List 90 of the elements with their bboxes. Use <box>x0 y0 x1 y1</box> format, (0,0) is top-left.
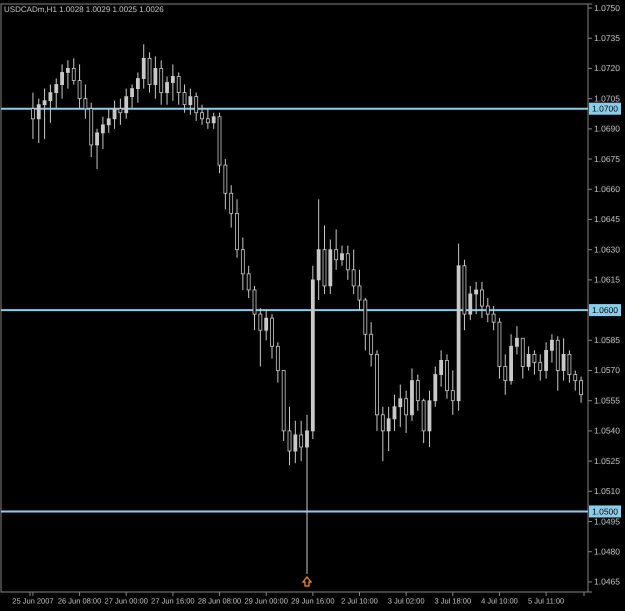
candlestick <box>416 374 420 412</box>
candlestick <box>95 128 99 170</box>
candlestick <box>36 98 41 144</box>
y-tick-label: 1.0720 <box>594 63 620 74</box>
y-tick-label: 1.0495 <box>594 516 620 526</box>
candlestick <box>515 326 519 355</box>
ref-line-label: 1.0700 <box>592 104 618 114</box>
candlestick <box>538 354 542 382</box>
candlestick <box>176 72 181 106</box>
y-tick-label: 1.0555 <box>594 395 620 406</box>
candlestick <box>182 84 186 114</box>
candlestick <box>78 64 82 110</box>
candlestick <box>106 108 111 134</box>
candlestick <box>404 390 408 434</box>
chart-title: USDCADm,H1 1.0028 1.0029 1.0025 1.0026 <box>4 5 164 14</box>
candlestick <box>258 308 262 367</box>
candlestick <box>450 370 455 416</box>
candlestick <box>468 285 472 321</box>
candlestick <box>305 414 309 574</box>
ref-line-label: 1.0500 <box>592 506 618 516</box>
candlestick <box>212 112 216 130</box>
candlestick <box>532 350 536 376</box>
candlestick <box>526 346 530 371</box>
candlestick <box>352 249 356 294</box>
candlestick <box>293 420 298 464</box>
y-tick-label: 1.0540 <box>594 426 620 436</box>
candlestick <box>130 84 134 110</box>
y-tick-label: 1.0645 <box>594 214 620 224</box>
candlestick <box>153 56 158 100</box>
candlestick <box>369 322 374 367</box>
ref-line-label: 1.0600 <box>592 305 618 316</box>
candlestick <box>334 229 338 270</box>
candlestick <box>229 184 234 228</box>
candlestick <box>568 350 572 384</box>
y-tick-label: 1.0630 <box>594 244 620 254</box>
candlestick <box>60 64 64 100</box>
y-tick-label: 1.0750 <box>594 2 620 13</box>
candlestick <box>264 310 268 341</box>
candlestick <box>346 245 350 280</box>
candlestick <box>380 406 385 462</box>
candlestick <box>398 384 402 428</box>
candlestick <box>486 298 490 323</box>
candlestick <box>386 406 391 452</box>
candlestick <box>550 334 554 363</box>
candlestick <box>200 104 204 126</box>
y-tick-label: 1.0705 <box>594 93 620 104</box>
candlestick <box>188 88 192 116</box>
candlestick <box>503 354 508 396</box>
candlestick <box>42 88 46 140</box>
candlestick <box>299 420 304 462</box>
candlestick <box>72 58 76 86</box>
candlestick <box>562 338 566 382</box>
candlestick <box>206 108 210 130</box>
y-tick-label: 1.0660 <box>594 184 620 194</box>
candlestick <box>118 98 122 126</box>
candlestick <box>579 376 583 404</box>
candlestick <box>439 350 444 388</box>
candlestick <box>124 88 128 120</box>
candlestick <box>66 60 70 90</box>
candlestick <box>288 406 292 466</box>
candlestick <box>48 84 52 124</box>
candlestick <box>84 84 88 120</box>
y-tick-label: 1.0615 <box>594 274 620 285</box>
candlestick <box>112 100 116 130</box>
candlestick <box>492 306 496 331</box>
candlestick <box>165 76 169 106</box>
candlestick <box>31 92 35 140</box>
candlestick <box>246 265 251 298</box>
y-tick-label: 1.0480 <box>594 546 620 556</box>
candlestick <box>480 281 484 319</box>
y-tick-label: 1.0675 <box>594 154 620 164</box>
candlestick <box>358 269 362 311</box>
y-tick-label: 1.0525 <box>594 456 620 466</box>
y-tick-label: 1.0735 <box>594 32 620 43</box>
candlestick <box>573 370 578 392</box>
y-tick-label: 1.0585 <box>594 335 620 346</box>
y-tick-label: 1.0570 <box>594 365 620 376</box>
y-tick-label: 1.0465 <box>594 576 620 587</box>
y-tick-label: 1.0510 <box>594 486 620 496</box>
candlestick <box>474 281 478 315</box>
candlestick <box>544 342 548 380</box>
candlestick <box>142 44 146 90</box>
candlestick <box>100 116 105 150</box>
candlestick <box>340 245 344 266</box>
candlestick <box>392 394 396 432</box>
candlestick <box>170 64 175 102</box>
candlestick <box>194 92 198 122</box>
y-tick-label: 1.0690 <box>594 124 620 134</box>
candlestick <box>136 72 140 104</box>
candlestick <box>54 78 58 110</box>
